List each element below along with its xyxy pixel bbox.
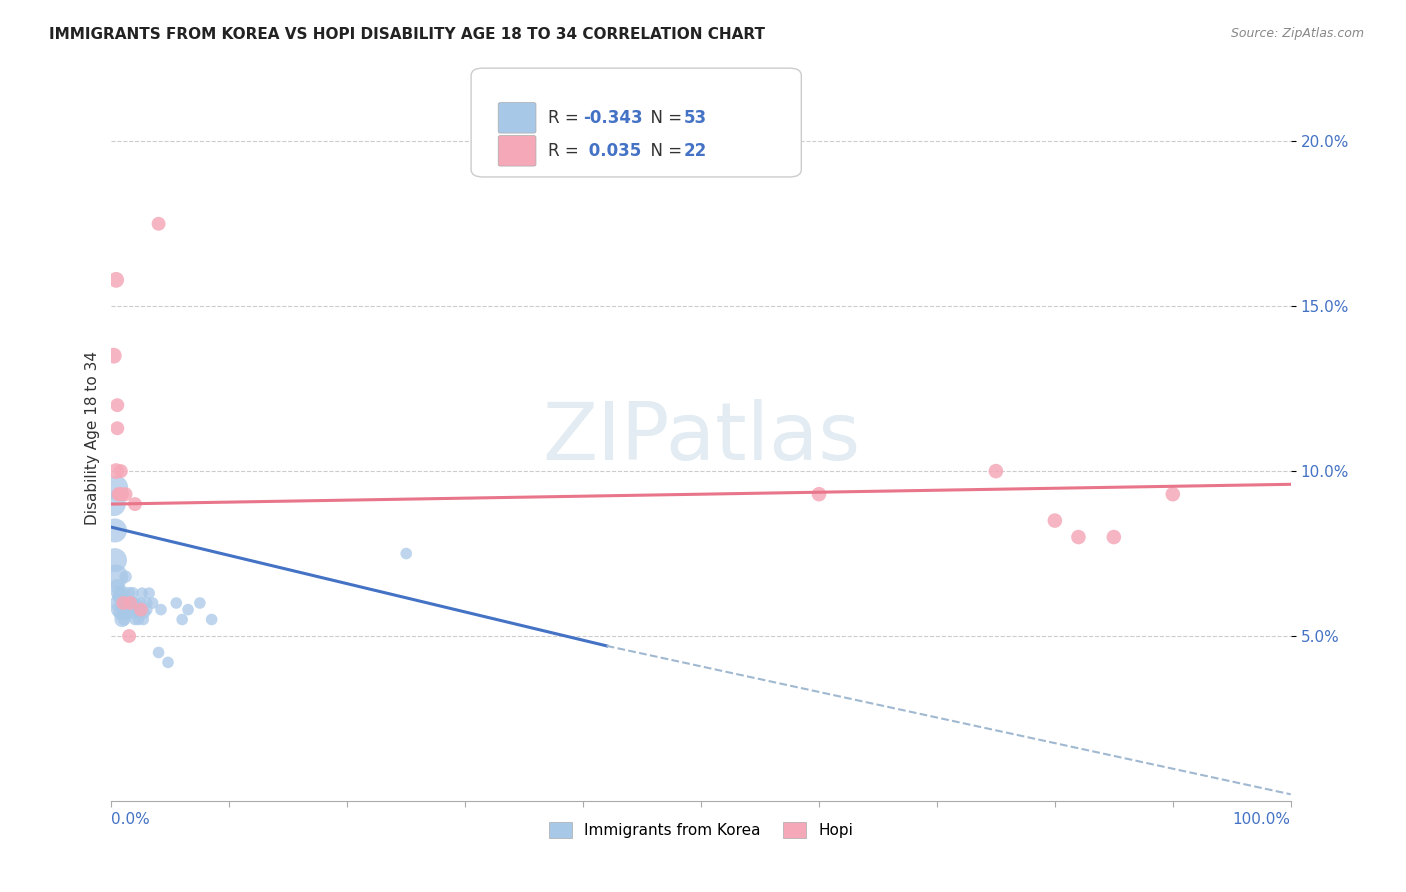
Point [105, 398, 128, 412]
Point [124, 497, 146, 511]
Point [104, 553, 127, 567]
Point [395, 547, 418, 561]
Y-axis label: Disability Age 18 to 34: Disability Age 18 to 34 [86, 351, 100, 525]
Point [105, 569, 128, 583]
Point [103, 497, 125, 511]
Point [114, 487, 136, 501]
Point [201, 613, 224, 627]
Point [105, 421, 128, 435]
Point [125, 596, 148, 610]
Point [105, 273, 128, 287]
Point [121, 586, 143, 600]
Point [122, 596, 145, 610]
Point [148, 645, 170, 659]
Point [157, 656, 180, 670]
Text: 22: 22 [683, 142, 707, 160]
Point [114, 596, 136, 610]
Point [134, 606, 156, 620]
Point [984, 464, 1007, 478]
Text: Source: ZipAtlas.com: Source: ZipAtlas.com [1230, 27, 1364, 40]
Point [165, 596, 187, 610]
Point [105, 464, 128, 478]
Point [112, 613, 135, 627]
Point [111, 586, 134, 600]
Point [112, 596, 135, 610]
Text: 0.035: 0.035 [583, 142, 641, 160]
Text: R =: R = [548, 109, 583, 127]
Point [808, 487, 831, 501]
Text: 53: 53 [683, 109, 706, 127]
Point [124, 613, 146, 627]
Point [115, 596, 138, 610]
Point [188, 596, 211, 610]
Point [107, 487, 129, 501]
Point [120, 602, 142, 616]
Point [112, 606, 135, 620]
Text: R =: R = [548, 142, 583, 160]
Point [149, 602, 172, 616]
Point [104, 524, 127, 538]
FancyBboxPatch shape [498, 103, 536, 133]
Point [132, 613, 155, 627]
Point [120, 596, 142, 610]
Point [128, 613, 150, 627]
Legend: Immigrants from Korea, Hopi: Immigrants from Korea, Hopi [543, 816, 859, 844]
Point [110, 606, 132, 620]
Point [138, 586, 160, 600]
Text: 0.0%: 0.0% [111, 812, 150, 827]
Point [114, 569, 136, 583]
Point [177, 602, 200, 616]
Point [105, 481, 128, 495]
Point [129, 602, 152, 616]
FancyBboxPatch shape [498, 136, 536, 166]
Point [112, 596, 135, 610]
Text: ZIPatlas: ZIPatlas [541, 399, 860, 477]
Point [120, 596, 142, 610]
Point [111, 613, 134, 627]
Text: IMMIGRANTS FROM KOREA VS HOPI DISABILITY AGE 18 TO 34 CORRELATION CHART: IMMIGRANTS FROM KOREA VS HOPI DISABILITY… [49, 27, 765, 42]
Point [129, 596, 152, 610]
Point [107, 586, 129, 600]
Point [103, 349, 125, 363]
Point [121, 602, 143, 616]
Point [118, 586, 141, 600]
Point [131, 586, 153, 600]
Point [117, 602, 139, 616]
Point [118, 596, 141, 610]
Point [127, 606, 149, 620]
Point [110, 590, 132, 604]
Point [107, 602, 129, 616]
Text: 100.0%: 100.0% [1233, 812, 1291, 827]
Point [135, 596, 157, 610]
Text: -0.343: -0.343 [583, 109, 643, 127]
Point [108, 590, 131, 604]
Point [148, 217, 170, 231]
Point [115, 606, 138, 620]
Text: N =: N = [640, 109, 688, 127]
Point [172, 613, 194, 627]
Point [142, 596, 165, 610]
Text: N =: N = [640, 142, 688, 160]
Point [108, 487, 131, 501]
Point [1043, 514, 1066, 528]
Point [110, 464, 132, 478]
Point [112, 602, 135, 616]
Point [118, 629, 141, 643]
Point [120, 606, 142, 620]
FancyBboxPatch shape [471, 68, 801, 177]
Point [111, 487, 134, 501]
Point [1161, 487, 1184, 501]
Point [128, 602, 150, 616]
Point [1067, 530, 1090, 544]
Point [1102, 530, 1125, 544]
Point [105, 580, 128, 594]
Point [105, 596, 128, 610]
Point [135, 602, 157, 616]
